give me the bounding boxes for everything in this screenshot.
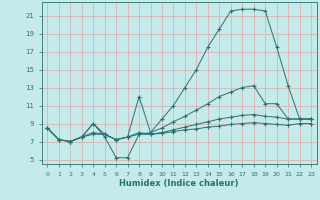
X-axis label: Humidex (Indice chaleur): Humidex (Indice chaleur) (119, 179, 239, 188)
